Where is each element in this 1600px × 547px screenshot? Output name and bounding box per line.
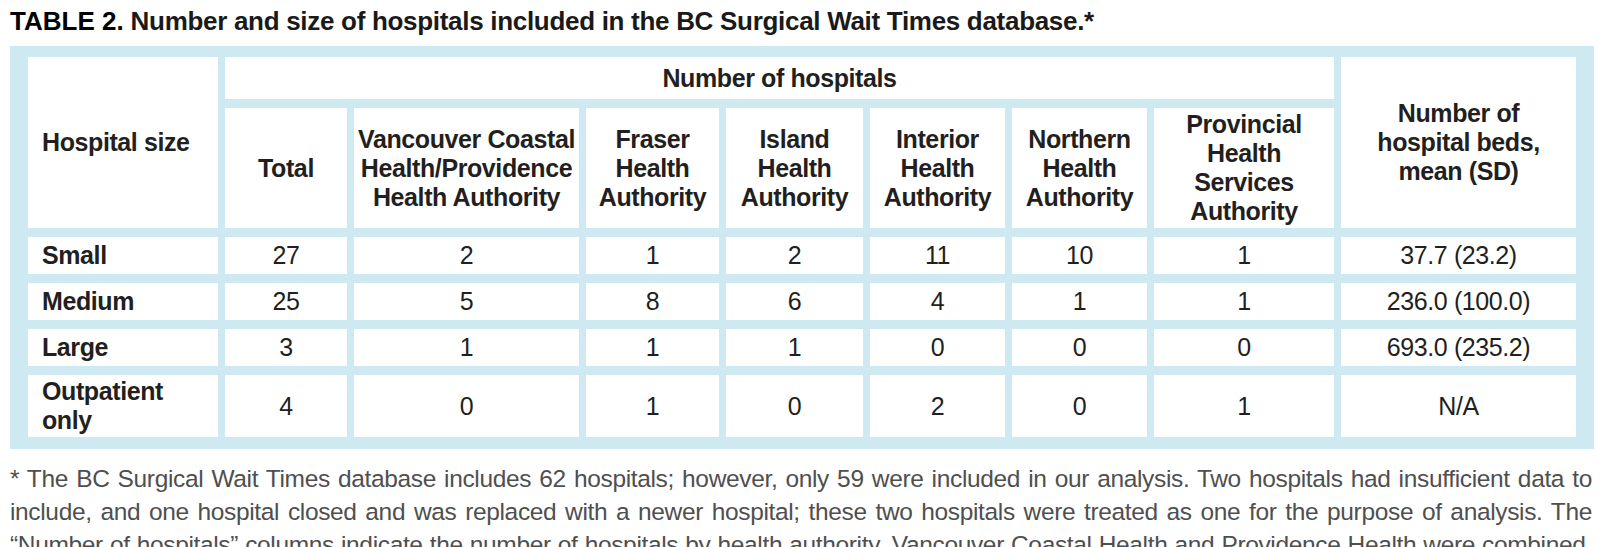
cell-value: 0: [1012, 375, 1147, 437]
cell-value: 1: [1154, 283, 1334, 320]
col-header-interior: Interior Health Authority: [870, 108, 1005, 228]
col-header-northern: Northern Health Authority: [1012, 108, 1147, 228]
table-row-small: Small 27 2 1 2 11 10 1 37.7 (23.2): [28, 237, 1576, 274]
cell-value: 1: [354, 329, 579, 366]
table-row-large: Large 3 1 1 1 0 0 0 693.0 (235.2): [28, 329, 1576, 366]
cell-value: 1: [1154, 237, 1334, 274]
row-label: Outpatient only: [28, 375, 218, 437]
cell-value: 1: [726, 329, 863, 366]
table-row-medium: Medium 25 5 8 6 4 1 1 236.0 (100.0): [28, 283, 1576, 320]
cell-value: 1: [1154, 375, 1334, 437]
table-caption: TABLE 2. Number and size of hospitals in…: [10, 6, 1592, 36]
cell-beds-value: 693.0 (235.2): [1341, 329, 1576, 366]
col-header-beds: Number of hospital beds, mean (SD): [1341, 57, 1576, 228]
row-label: Large: [28, 329, 218, 366]
cell-beds-value: 37.7 (23.2): [1341, 237, 1576, 274]
cell-value: 2: [870, 375, 1005, 437]
row-label: Medium: [28, 283, 218, 320]
cell-beds-value: 236.0 (100.0): [1341, 283, 1576, 320]
cell-value: 27: [225, 237, 347, 274]
cell-beds-value: N/A: [1341, 375, 1576, 437]
table-footnote: * The BC Surgical Wait Times database in…: [10, 462, 1592, 547]
cell-value: 0: [870, 329, 1005, 366]
cell-value: 6: [726, 283, 863, 320]
cell-value: 3: [225, 329, 347, 366]
cell-value: 0: [1012, 329, 1147, 366]
hospitals-table-grid: Hospital size Number of hospitals Number…: [21, 48, 1583, 446]
cell-value: 25: [225, 283, 347, 320]
cell-value: 11: [870, 237, 1005, 274]
table-row-outpatient-only: Outpatient only 4 0 1 0 2 0 1 N/A: [28, 375, 1576, 437]
cell-value: 4: [870, 283, 1005, 320]
cell-value: 1: [586, 375, 719, 437]
col-header-fraser: Fraser Health Authority: [586, 108, 719, 228]
col-header-vancouver-coastal: Vancouver Coastal Health/Providence Heal…: [354, 108, 579, 228]
cell-value: 2: [354, 237, 579, 274]
cell-value: 1: [1012, 283, 1147, 320]
table-caption-label: TABLE 2.: [10, 6, 124, 36]
cell-value: 2: [726, 237, 863, 274]
cell-value: 1: [586, 237, 719, 274]
col-header-island: Island Health Authority: [726, 108, 863, 228]
col-header-hospital-size: Hospital size: [28, 57, 218, 228]
col-header-total: Total: [225, 108, 347, 228]
col-header-beds-label: Number of hospital beds, mean (SD): [1374, 99, 1544, 186]
cell-value: 1: [586, 329, 719, 366]
cell-value: 0: [354, 375, 579, 437]
cell-value: 0: [1154, 329, 1334, 366]
cell-value: 8: [586, 283, 719, 320]
cell-value: 10: [1012, 237, 1147, 274]
cell-value: 0: [726, 375, 863, 437]
page: TABLE 2. Number and size of hospitals in…: [0, 0, 1600, 547]
row-label: Small: [28, 237, 218, 274]
hospitals-table: Hospital size Number of hospitals Number…: [10, 46, 1594, 449]
col-header-provincial: Provincial Health Services Authority: [1154, 108, 1334, 228]
col-group-header-number-of-hospitals: Number of hospitals: [225, 57, 1334, 99]
table-caption-text: Number and size of hospitals included in…: [131, 6, 1094, 36]
cell-value: 5: [354, 283, 579, 320]
cell-value: 4: [225, 375, 347, 437]
